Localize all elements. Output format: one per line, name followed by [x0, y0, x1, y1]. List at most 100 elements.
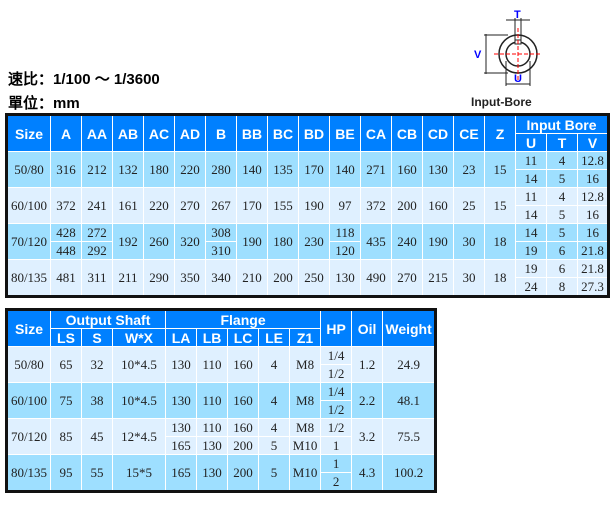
table-cell: 130 [196, 436, 229, 455]
column-header: CB [391, 114, 423, 152]
table-cell: 320 [174, 223, 206, 260]
group-header: Flange [165, 309, 322, 329]
column-header: Weight [382, 309, 437, 347]
table-cell: 100.2 [382, 454, 437, 492]
table-cell: 70/120 [6, 418, 51, 455]
dimension-table: Size A AA AB AC AD B BB BC BD BE CA CB CD CE Z Input Bor… [5, 113, 610, 298]
table-cell: 160 [227, 382, 260, 419]
table-row: 165 130 200 5 M10 1 [7, 436, 436, 455]
table-cell: 110 [196, 346, 229, 383]
column-header: B [205, 114, 237, 152]
table-cell: 132 [112, 151, 144, 188]
table-cell: 12.8 [577, 187, 609, 206]
table-cell: 1 [320, 454, 353, 473]
column-header: BD [298, 114, 330, 152]
table-cell: 19 [515, 241, 547, 260]
column-header: HP [320, 309, 353, 347]
table-cell: 1 [320, 436, 353, 455]
table-cell: 21.8 [577, 259, 609, 278]
table-cell: 190 [422, 223, 454, 260]
table-cell: 4 [546, 187, 578, 206]
table-cell: 271 [360, 151, 392, 188]
shaft-flange-table: Size Output Shaft Flange HP Oil Weight LS S W*X L… [5, 308, 438, 493]
table-cell: 180 [143, 151, 175, 188]
table-cell: 18 [484, 223, 516, 260]
table-cell: 130 [165, 418, 198, 437]
table-cell: 5 [258, 436, 291, 455]
column-header: AC [143, 114, 175, 152]
column-header: AB [112, 114, 144, 152]
table-cell: 24 [515, 277, 547, 297]
column-header: A [50, 114, 82, 152]
input-bore-label: Input-Bore [471, 95, 532, 109]
table-cell: 5 [546, 223, 578, 242]
table-row: 14 5 16 [7, 169, 609, 188]
table-cell: 272 [81, 223, 113, 242]
table-cell: 23 [453, 151, 485, 188]
table-cell: 10*4.5 [111, 382, 167, 419]
table-cell: 60/100 [6, 187, 51, 224]
table-cell: 241 [81, 187, 113, 224]
table-cell: 220 [174, 151, 206, 188]
table-cell: 16 [577, 205, 609, 224]
table-cell: 267 [205, 187, 237, 224]
table-cell: 11 [515, 187, 547, 206]
table-cell: 435 [360, 223, 392, 260]
table-cell: 120 [329, 241, 361, 260]
table-cell: 24.9 [382, 346, 437, 383]
table-row: 80/135 481 311 211 290 350 340 210 200 250 130 490 2… [6, 259, 609, 297]
table-cell: 160 [422, 187, 454, 224]
table-cell: 155 [267, 187, 299, 224]
column-header: AA [81, 114, 113, 152]
table-cell: 55 [81, 454, 113, 492]
table-cell: 4 [546, 151, 578, 170]
table-cell: 311 [81, 259, 113, 297]
table-cell: 190 [298, 187, 330, 224]
table-cell: 250 [298, 259, 330, 297]
table-cell: 10*4.5 [111, 346, 167, 383]
table-cell: 4.3 [351, 454, 384, 492]
table-cell: 240 [391, 223, 423, 260]
column-header: LB [196, 328, 229, 347]
table-cell: 1/2 [320, 418, 353, 437]
table-row: 80/135 95 55 15*5 165 130 200 5 M10 1 4.3 100.2 [6, 454, 437, 492]
table-cell: 65 [50, 346, 82, 383]
table-cell: 316 [50, 151, 82, 188]
table-cell: 481 [50, 259, 82, 297]
table-cell: 210 [236, 259, 268, 297]
table-cell: 200 [227, 436, 260, 455]
table-cell: 220 [143, 187, 175, 224]
table-cell: 310 [205, 241, 237, 260]
table-row: 50/80 65 32 10*4.5 130 110 160 4 M8 1/4 1.2 24.9 [6, 346, 437, 383]
table-cell: 11 [515, 151, 547, 170]
table-cell: 5 [546, 205, 578, 224]
table-cell: 80/135 [6, 259, 51, 297]
table-cell: 15 [484, 187, 516, 224]
table-cell: 135 [267, 151, 299, 188]
table-cell: 2.2 [351, 382, 384, 419]
column-header: LA [165, 328, 198, 347]
table-cell: M8 [289, 382, 322, 419]
column-header: S [81, 328, 113, 347]
column-header: Size [6, 114, 51, 152]
group-header: Output Shaft [49, 309, 167, 329]
column-header: W*X [111, 328, 167, 347]
table-cell: 19 [515, 259, 547, 278]
table-cell: 110 [196, 382, 229, 419]
table-cell: 161 [112, 187, 144, 224]
u-label: U [514, 73, 522, 85]
table-cell: 448 [50, 241, 82, 260]
table-cell: 50/80 [6, 346, 51, 383]
table-cell: 75 [50, 382, 82, 419]
column-header: LC [227, 328, 260, 347]
column-header: Oil [351, 309, 384, 347]
table-cell: 4 [258, 346, 291, 383]
table-cell: 212 [81, 151, 113, 188]
speed-ratio-title: 速比：1/100 ～ 1/3600 [8, 71, 160, 88]
table-cell: M10 [289, 454, 322, 492]
column-header: Z [484, 114, 516, 152]
t-label: T [514, 9, 521, 21]
table-cell: 180 [267, 223, 299, 260]
table-cell: 95 [50, 454, 82, 492]
table-cell: 1/2 [320, 400, 353, 419]
